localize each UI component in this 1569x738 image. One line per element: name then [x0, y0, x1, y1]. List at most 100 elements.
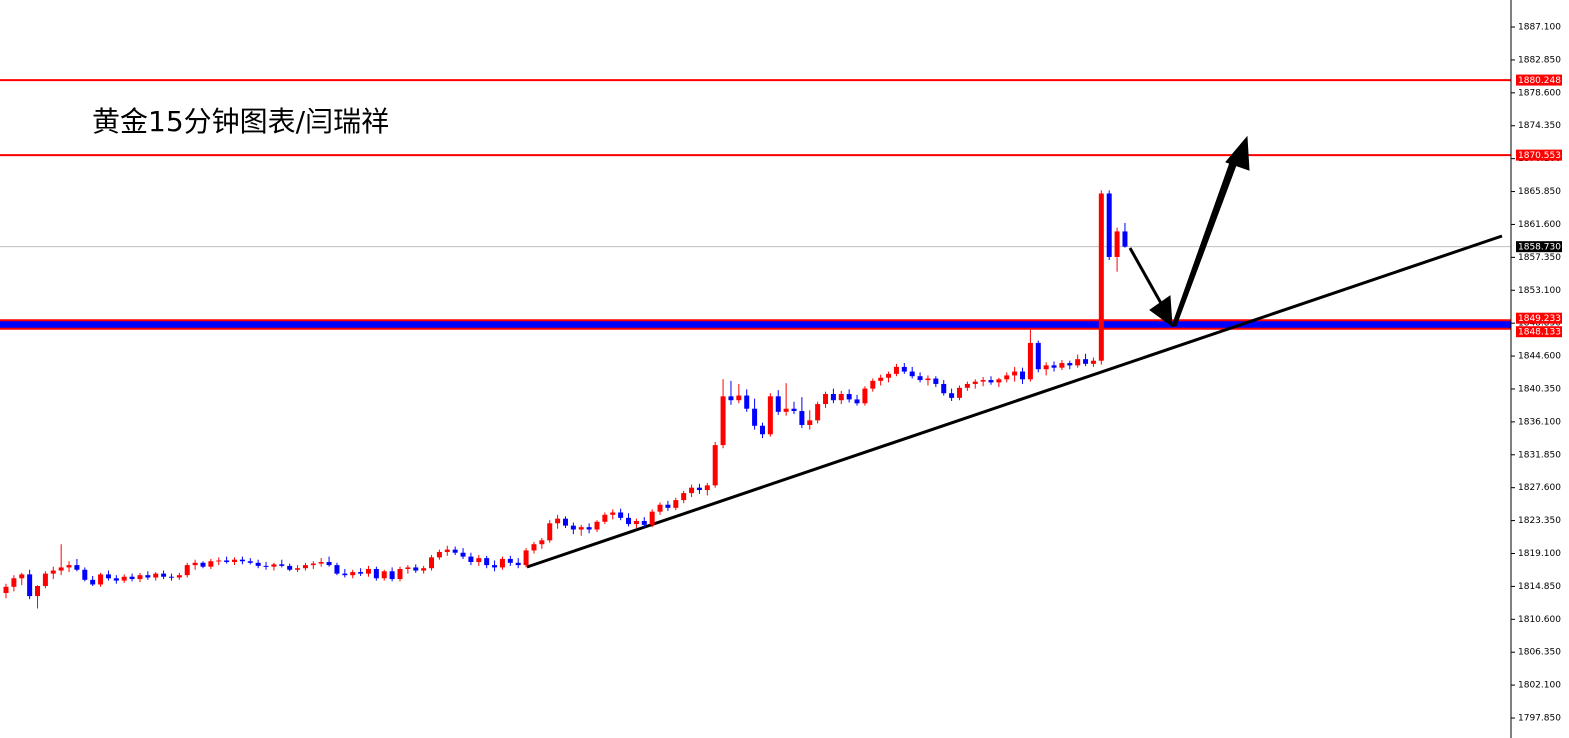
candle-body [1020, 371, 1026, 380]
candle-body [988, 380, 994, 383]
candle-body [1027, 342, 1033, 380]
candle-body [74, 565, 80, 570]
candle-body [830, 394, 836, 401]
candle-body [901, 366, 907, 372]
candle-body [602, 514, 608, 522]
candle-body [452, 549, 458, 553]
candle-body [176, 575, 182, 578]
candle-body [27, 574, 33, 597]
candle-body [1043, 365, 1049, 370]
price-label: 1849.233 [1518, 314, 1561, 324]
candle-body [657, 504, 663, 512]
candle-body [421, 568, 427, 571]
candle-body [3, 586, 9, 593]
price-label: 1858.730 [1518, 243, 1561, 253]
candle-body [255, 562, 261, 566]
candle-body [105, 574, 111, 579]
candle-body [949, 393, 955, 398]
candle-body [712, 445, 718, 486]
candle-body [216, 560, 222, 562]
candle-body [641, 520, 647, 525]
candle-body [759, 425, 765, 435]
y-tick-label: 1831.850 [1518, 450, 1561, 460]
candle-body [515, 562, 521, 566]
y-tick-label: 1844.600 [1518, 352, 1561, 362]
candle-body [35, 586, 41, 597]
y-tick-label: 1882.850 [1518, 55, 1561, 65]
candle-body [468, 556, 474, 563]
candle-body [846, 394, 852, 400]
candle-body [66, 565, 72, 568]
candle-body [1059, 363, 1065, 368]
candle-body [373, 568, 379, 579]
candle-body [972, 381, 978, 384]
price-label-box [1516, 74, 1562, 86]
candle-body [358, 572, 364, 574]
candle-body [996, 379, 1002, 383]
price-label: 1848.133 [1518, 328, 1561, 338]
y-tick-label: 1853.100 [1518, 286, 1561, 296]
candle-body [578, 527, 584, 530]
candle-body [239, 559, 245, 562]
candle-body [232, 559, 238, 563]
candle-body [224, 560, 230, 563]
candle-body [476, 558, 482, 563]
candle-body [610, 512, 616, 515]
candle-body [58, 567, 64, 571]
candle-body [539, 540, 545, 545]
candle-body [626, 517, 632, 525]
arrow-down-shaft [1128, 247, 1164, 306]
candle-body [862, 388, 868, 404]
candle-body [318, 562, 324, 564]
price-label-box [1516, 241, 1562, 253]
y-tick-label: 1814.850 [1518, 582, 1561, 592]
candle-body [1035, 342, 1041, 370]
candle-body [137, 575, 143, 580]
candle-body [815, 404, 821, 421]
candle-body [886, 373, 892, 378]
candle-body [342, 573, 348, 576]
candle-body [113, 578, 119, 581]
candle-body [767, 396, 773, 435]
candle-body [1004, 375, 1010, 380]
candle-body [775, 396, 781, 412]
candle-body [933, 378, 939, 384]
candle-body [200, 562, 206, 567]
y-tick-label: 1810.600 [1518, 615, 1561, 625]
candle-body [925, 378, 931, 381]
price-label: 1880.248 [1518, 76, 1561, 86]
candle-body [90, 579, 96, 585]
candle-body [405, 567, 411, 569]
y-tick-label: 1797.850 [1518, 714, 1561, 724]
candle-body [799, 411, 805, 425]
candle-body [279, 564, 285, 566]
price-axis: 1887.1001882.8501878.6001874.3501870.100… [1511, 23, 1562, 724]
forecast-arrow [1128, 135, 1250, 328]
candle-body [1075, 359, 1081, 366]
chart-title: 黄金15分钟图表/闫瑞祥 [92, 105, 389, 138]
candle-body [19, 574, 25, 579]
candles [3, 190, 1128, 609]
candle-body [586, 527, 592, 530]
candle-body [744, 395, 750, 409]
candle-body [1090, 360, 1096, 364]
candle-body [736, 395, 742, 401]
y-tick-label: 1865.850 [1518, 187, 1561, 197]
candle-body [1051, 365, 1057, 368]
candle-body [429, 557, 435, 569]
y-tick-label: 1861.600 [1518, 220, 1561, 230]
candle-body [365, 568, 371, 574]
candle-body [295, 568, 301, 570]
y-tick-label: 1827.600 [1518, 483, 1561, 493]
candle-body [492, 565, 498, 568]
candle-body [823, 394, 829, 405]
candle-body [184, 565, 190, 576]
candle-body [807, 420, 813, 425]
candle-body [980, 380, 986, 382]
candle-body [413, 567, 419, 571]
candle-body [878, 377, 884, 381]
candle-body [728, 396, 734, 401]
candle-body [956, 387, 962, 398]
